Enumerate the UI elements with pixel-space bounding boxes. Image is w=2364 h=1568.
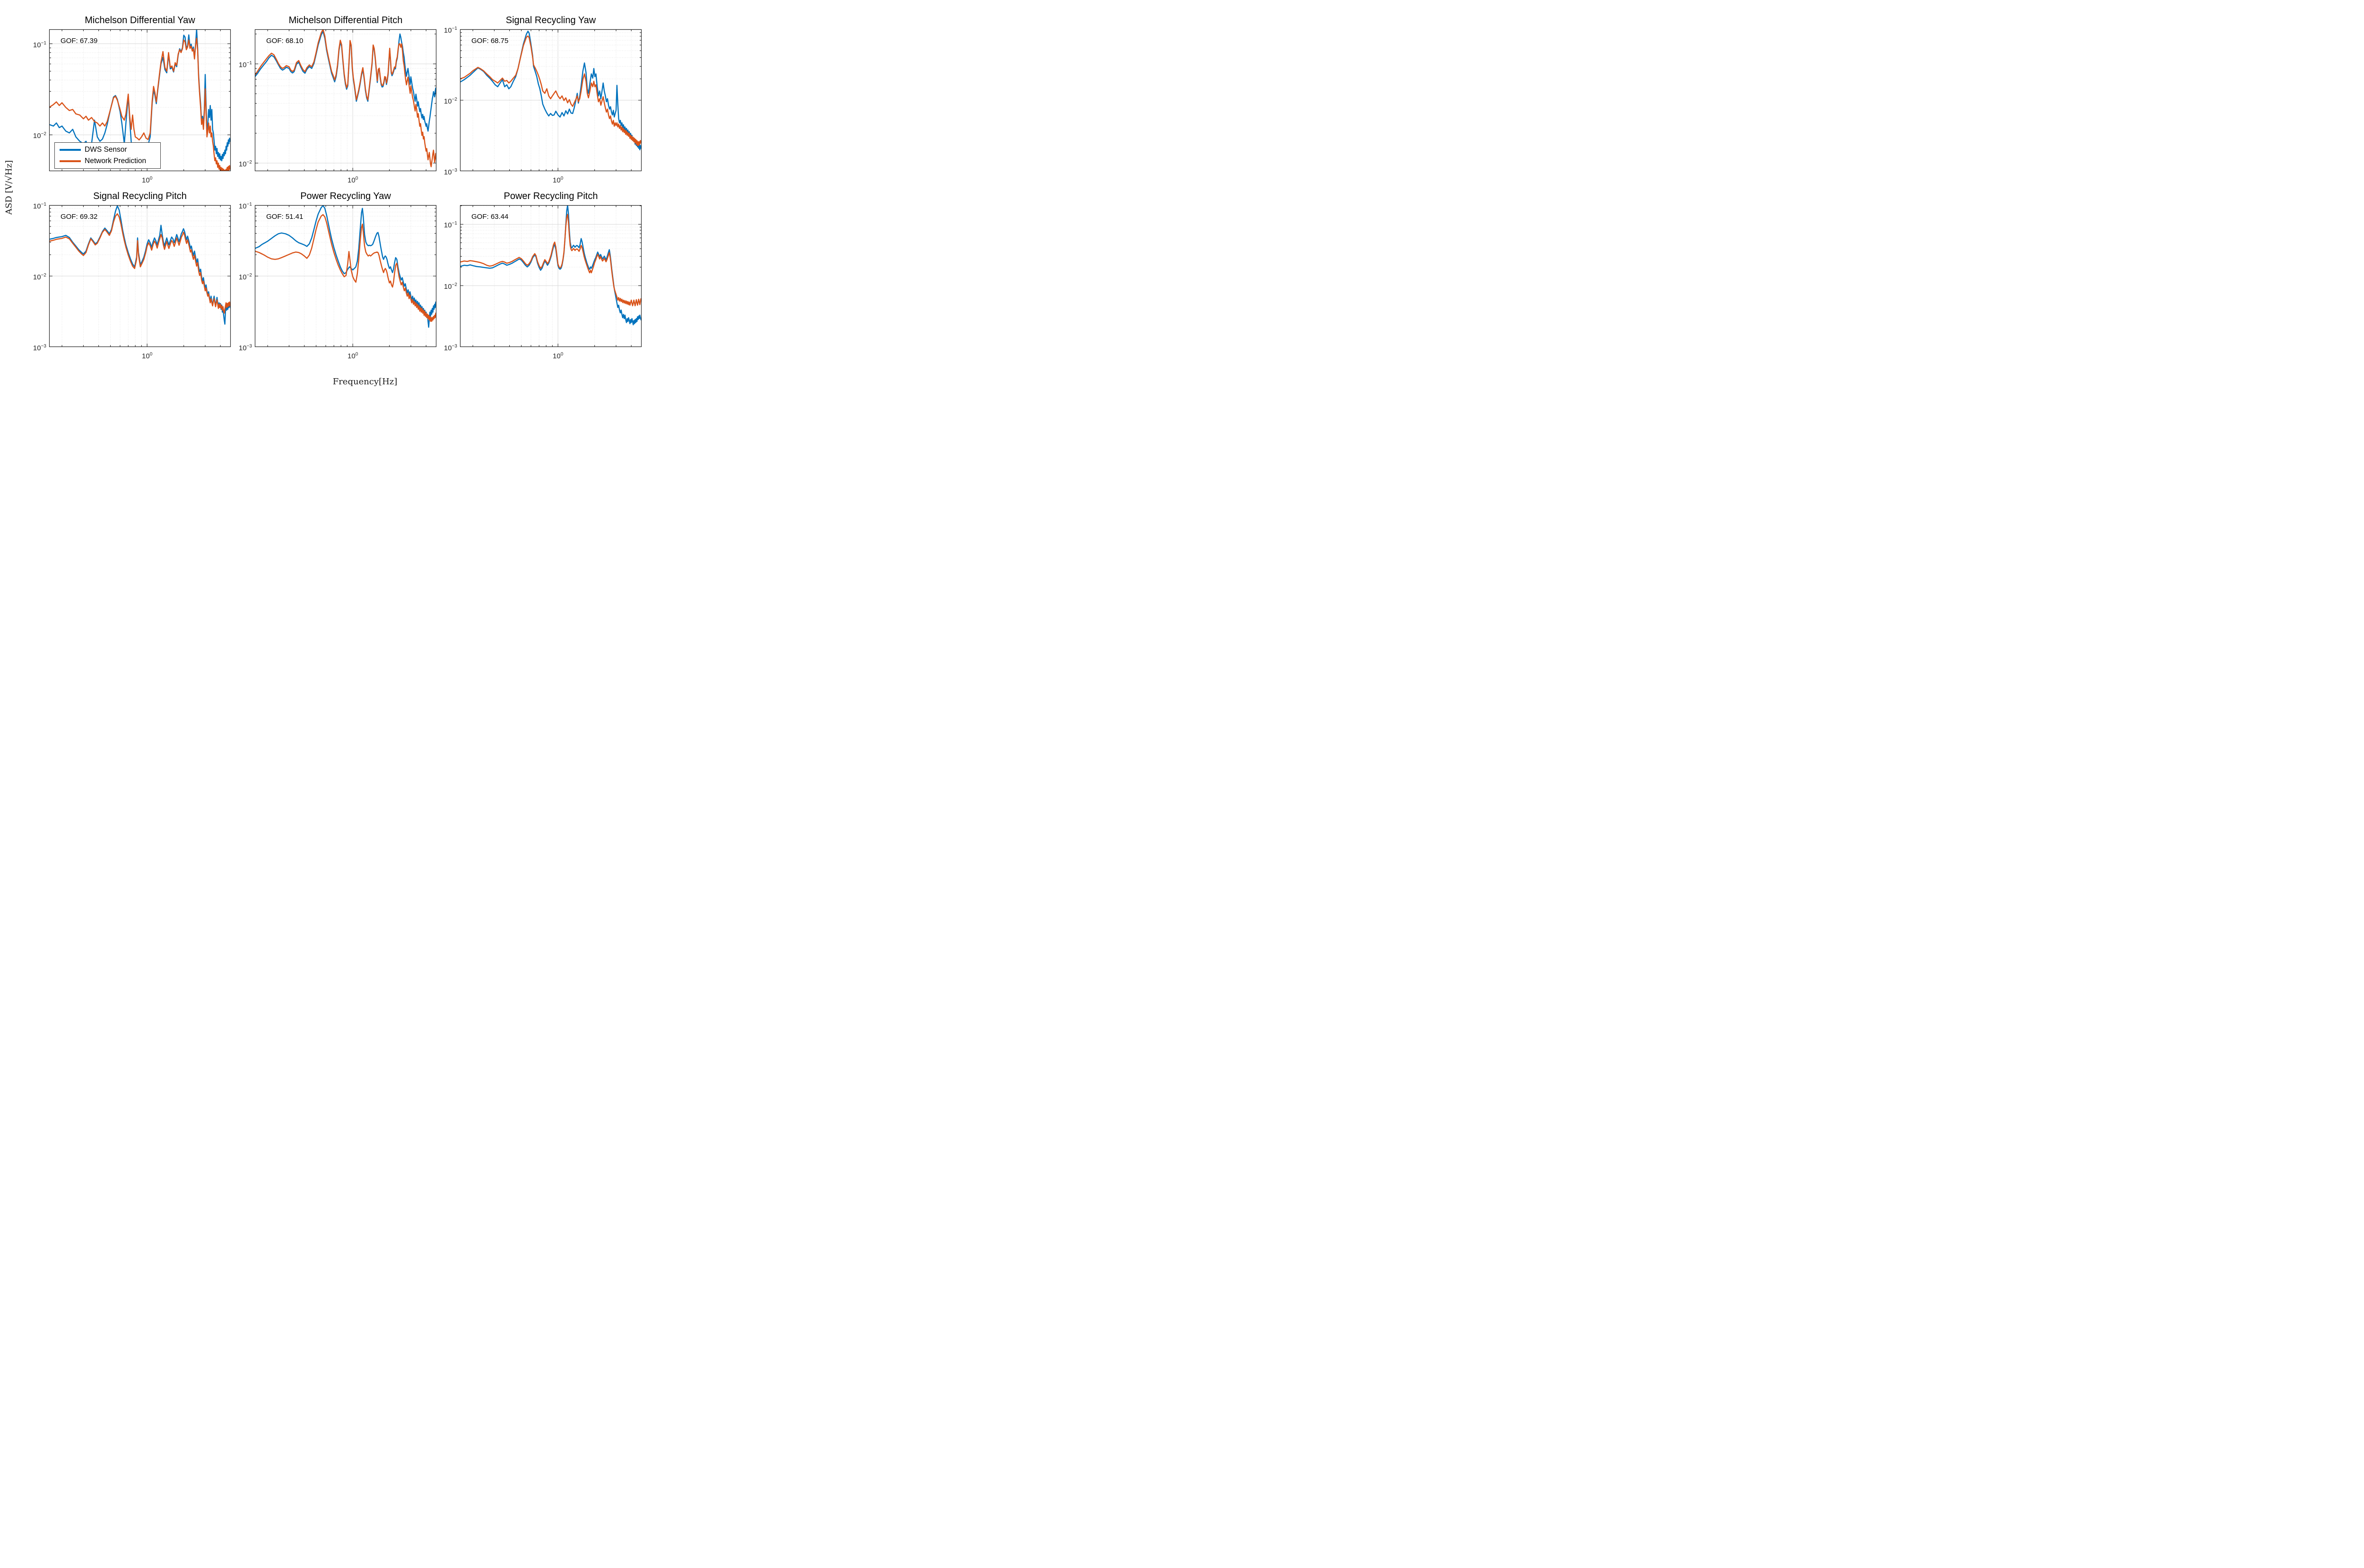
- grid: [49, 205, 231, 347]
- subplot-power-recycling-yaw: Power Recycling Yaw GOF: 51.41 10−1 10−2 1…: [239, 191, 437, 360]
- subplot-title: Power Recycling Pitch: [504, 191, 598, 201]
- axes-frame: [254, 205, 437, 347]
- y-tick-label: 10−3: [443, 168, 457, 176]
- subplot-title: Michelson Differential Pitch: [288, 15, 403, 26]
- legend-box: DWS Sensor Network Prediction: [54, 142, 161, 169]
- x-tick-label: 100: [142, 176, 153, 184]
- gof-annotation: GOF: 51.41: [266, 213, 304, 221]
- series-network-prediction: [49, 213, 231, 314]
- figure-canvas: Michelson Differential Yaw GOF: 67.39 10…: [0, 0, 691, 392]
- series-network-prediction: [460, 35, 642, 146]
- gof-annotation: GOF: 68.10: [266, 37, 304, 45]
- y-tick-label: 10−2: [238, 273, 252, 281]
- axes-frame: [49, 29, 231, 172]
- y-tick-label: 10−3: [238, 344, 252, 352]
- y-tick-label: 10−2: [443, 97, 457, 105]
- y-tick-label: 10−2: [238, 160, 252, 168]
- axes-frame: [49, 205, 231, 347]
- y-axis-label: ASD [V/√Hz]: [4, 160, 14, 215]
- x-tick-label: 100: [553, 176, 564, 184]
- series-lines: [49, 205, 231, 325]
- y-tick-label: 10−3: [33, 344, 46, 352]
- series-dws-sensor: [460, 205, 642, 326]
- axes-frame: [460, 29, 642, 172]
- subplot-title: Power Recycling Yaw: [300, 191, 391, 201]
- axes-frame: [460, 205, 642, 347]
- subplot-signal-recycling-pitch: Signal Recycling Pitch GOF: 69.32 10−1 10…: [33, 191, 231, 360]
- y-tick-label: 10−1: [443, 26, 457, 35]
- legend-item-network-prediction: Network Prediction: [60, 156, 146, 166]
- series-network-prediction: [255, 214, 436, 322]
- y-tick-label: 10−1: [443, 221, 457, 230]
- y-tick-label: 10−2: [33, 273, 46, 281]
- dws-sensor-line-swatch: [60, 149, 81, 151]
- gof-annotation: GOF: 67.39: [61, 37, 98, 45]
- subplot-power-recycling-pitch: Power Recycling Pitch GOF: 63.44 10−1 10−…: [444, 191, 642, 360]
- subplot-title: Signal Recycling Yaw: [505, 15, 596, 26]
- x-tick-label: 100: [348, 352, 358, 360]
- legend-label: Network Prediction: [85, 157, 147, 165]
- y-tick-label: 10−2: [33, 131, 46, 140]
- gof-annotation: GOF: 63.44: [471, 213, 509, 221]
- x-tick-label: 100: [553, 352, 564, 360]
- gof-annotation: GOF: 69.32: [61, 213, 98, 221]
- subplot-signal-recycling-yaw: Signal Recycling Yaw GOF: 68.75 10−1 10−2…: [444, 15, 642, 184]
- plot-area: [254, 29, 437, 172]
- plot-area: [49, 205, 231, 347]
- axes-frame: [254, 29, 437, 172]
- series-lines: [49, 29, 231, 171]
- grid: [255, 29, 436, 171]
- plot-area: [460, 205, 642, 347]
- legend-label: DWS Sensor: [85, 146, 127, 154]
- gof-annotation: GOF: 68.75: [471, 37, 509, 45]
- subplot-title: Michelson Differential Yaw: [85, 15, 195, 26]
- series-lines: [255, 29, 436, 167]
- series-network-prediction: [255, 29, 436, 167]
- x-tick-label: 100: [142, 352, 153, 360]
- series-lines: [460, 205, 642, 326]
- y-tick-label: 10−1: [238, 202, 252, 210]
- series-dws-sensor: [255, 205, 436, 328]
- subplot-michelson-differential-pitch: Michelson Differential Pitch GOF: 68.10 …: [239, 15, 437, 184]
- legend-item-dws-sensor: DWS Sensor: [60, 145, 127, 155]
- plot-area: [254, 205, 437, 347]
- grid: [460, 29, 642, 171]
- series-dws-sensor: [460, 30, 642, 151]
- y-tick-label: 10−1: [33, 202, 46, 210]
- y-tick-label: 10−1: [33, 40, 46, 49]
- plot-area: [460, 29, 642, 172]
- series-lines: [460, 30, 642, 151]
- grid: [460, 205, 642, 347]
- y-tick-label: 10−3: [443, 344, 457, 352]
- series-dws-sensor: [49, 205, 231, 325]
- series-network-prediction: [49, 37, 231, 171]
- x-tick-label: 100: [348, 176, 358, 184]
- x-axis-label: Frequency[Hz]: [332, 377, 398, 387]
- y-tick-label: 10−1: [238, 61, 252, 69]
- y-tick-label: 10−2: [443, 282, 457, 291]
- network-prediction-line-swatch: [60, 160, 81, 162]
- subplot-title: Signal Recycling Pitch: [93, 191, 187, 201]
- series-network-prediction: [460, 214, 642, 306]
- series-lines: [255, 205, 436, 328]
